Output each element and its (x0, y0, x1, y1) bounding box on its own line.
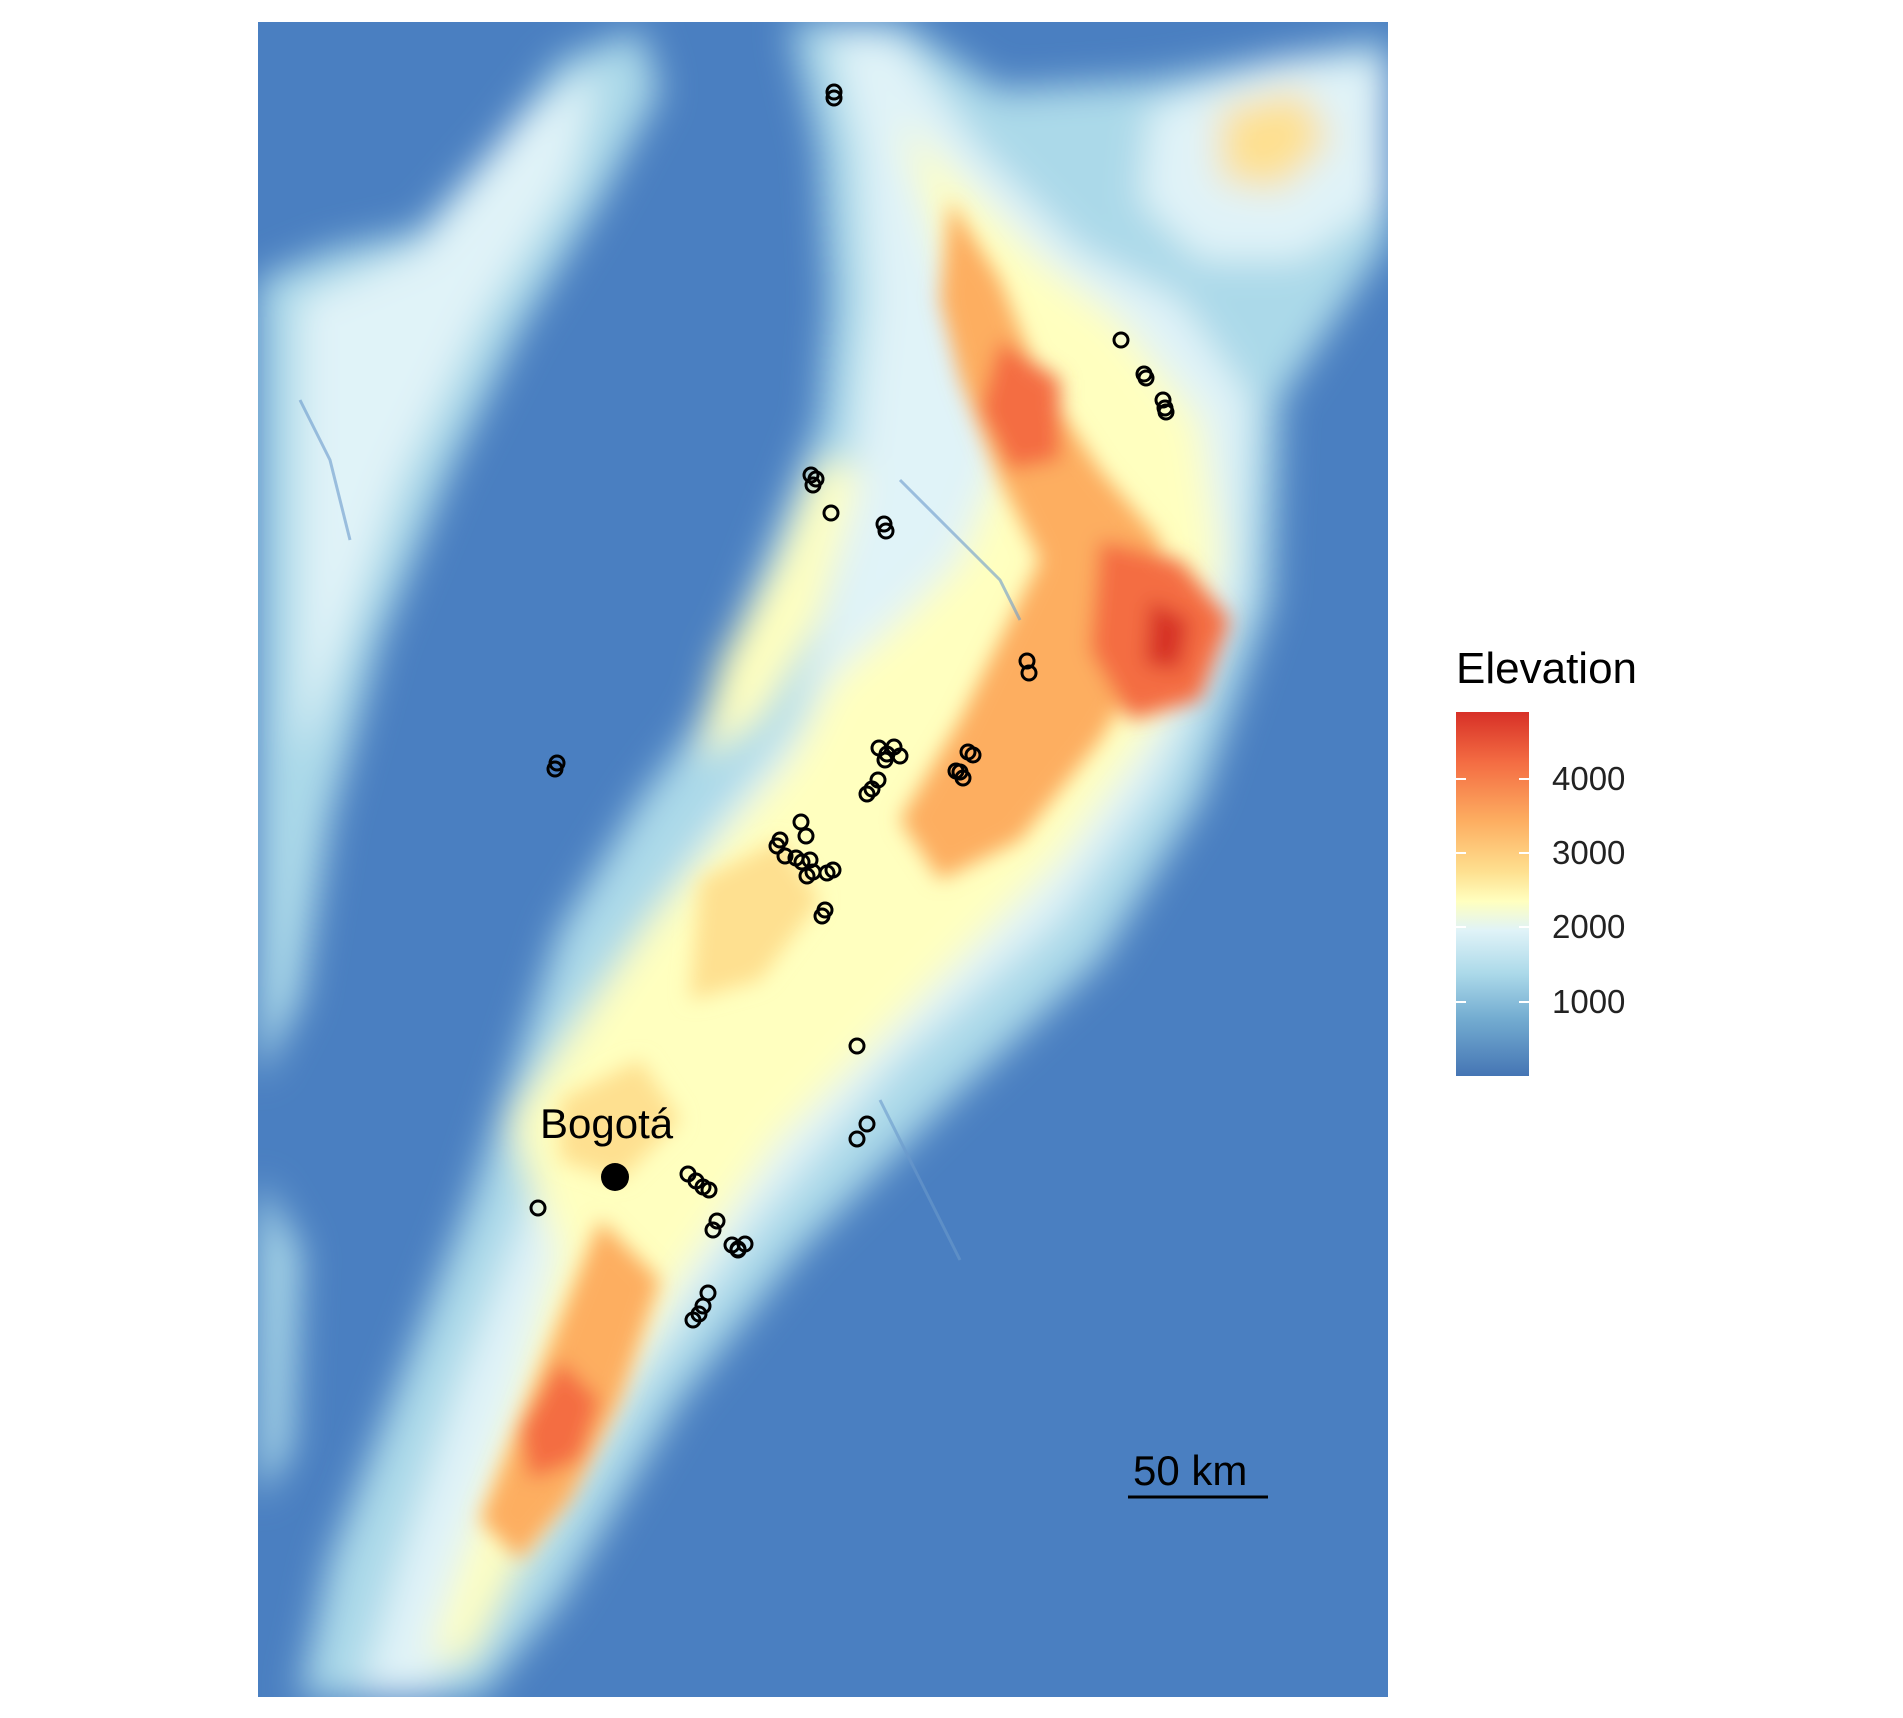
legend-tick-label: 2000 (1552, 908, 1626, 946)
site-marker (822, 504, 840, 522)
site-marker (768, 837, 786, 855)
legend-tick-left (1456, 1000, 1466, 1003)
terrain-layer (258, 22, 1388, 1697)
site-marker (792, 813, 810, 831)
site-markers (529, 83, 1175, 1329)
scale-bar-label: 50 km (1133, 1447, 1247, 1494)
site-marker (776, 847, 794, 865)
site-marker (877, 522, 895, 540)
bogota-marker (601, 1163, 629, 1191)
site-marker (824, 861, 842, 879)
legend-tick-right (1519, 777, 1529, 780)
site-marker (848, 1037, 866, 1055)
site-marker (964, 746, 982, 764)
site-marker (876, 751, 894, 769)
site-marker (858, 785, 876, 803)
site-marker (1020, 664, 1038, 682)
legend-tick-left (1456, 926, 1466, 929)
legend-tick-label: 1000 (1552, 982, 1626, 1020)
site-marker (891, 747, 909, 765)
site-marker (1137, 369, 1155, 387)
site-marker (708, 1212, 726, 1230)
site-marker (1018, 652, 1036, 670)
site-marker (804, 476, 822, 494)
legend-colorbar (1456, 712, 1529, 1076)
site-marker (793, 853, 811, 871)
legend-tick-right (1519, 852, 1529, 855)
site-marker (700, 1181, 718, 1199)
high-elevation (480, 200, 1230, 1560)
site-marker (529, 1199, 547, 1217)
site-marker (825, 89, 843, 107)
western-cordillera (258, 30, 660, 1500)
legend-tick-left (1456, 777, 1466, 780)
site-marker (813, 907, 831, 925)
site-marker (951, 763, 969, 781)
site-marker (694, 1297, 712, 1315)
legend-tick-label: 3000 (1552, 834, 1626, 872)
site-marker (875, 515, 893, 533)
site-marker (825, 83, 843, 101)
legend-tick-left (1456, 852, 1466, 855)
site-marker (848, 1130, 866, 1148)
site-marker (704, 1221, 722, 1239)
site-marker (858, 1115, 876, 1133)
rivers (298, 399, 1022, 1261)
site-marker (1112, 331, 1130, 349)
legend-tick-right (1519, 926, 1529, 929)
site-marker (1157, 403, 1175, 421)
legend-tick-label: 4000 (1552, 759, 1626, 797)
city-label: Bogotá (540, 1100, 674, 1147)
legend-title: Elevation (1456, 644, 1638, 693)
site-marker (684, 1311, 702, 1329)
site-marker (797, 827, 815, 845)
site-marker (729, 1241, 747, 1259)
legend-tick-right (1519, 1000, 1529, 1003)
site-marker (863, 780, 881, 798)
site-marker (546, 760, 564, 778)
